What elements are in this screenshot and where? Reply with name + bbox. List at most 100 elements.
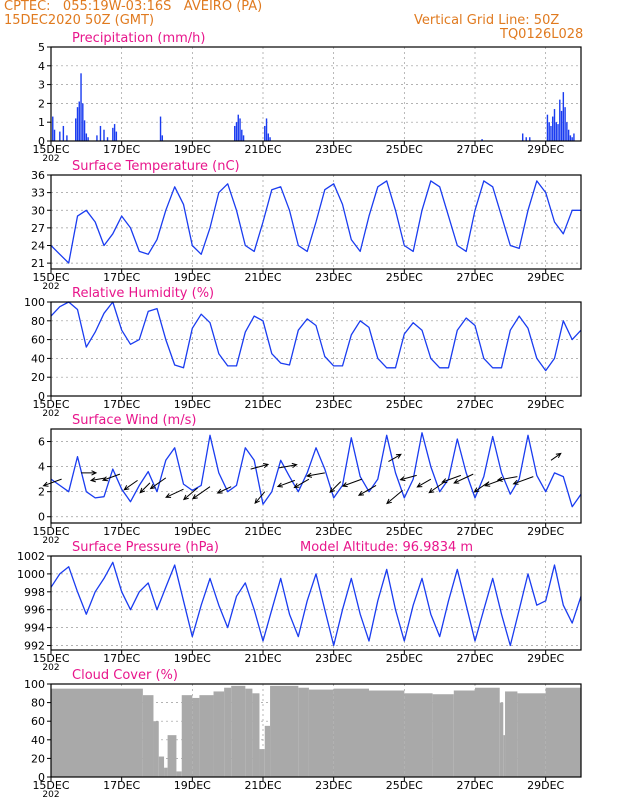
- wind-vector: [496, 476, 518, 482]
- wind-vector: [278, 462, 298, 469]
- precip-bar: [571, 137, 573, 141]
- precip-ytick-label: 5: [38, 41, 45, 54]
- pres-ytick-label: 994: [24, 622, 45, 635]
- temp-line: [50, 180, 581, 264]
- wind-vector: [250, 463, 270, 470]
- rh-title: Relative Humidity (%): [72, 286, 214, 301]
- precip-frame: [50, 46, 582, 142]
- cloud-bar: [199, 695, 214, 777]
- rh-xtick-label: 21DEC: [244, 398, 281, 411]
- precip-xtick-label: 17DEC: [103, 143, 140, 156]
- temp-xtick-label: 15DEC: [32, 271, 69, 284]
- precip-bar: [53, 129, 56, 141]
- precip-bar: [521, 133, 524, 141]
- rh-xtick-label: 15DEC: [32, 398, 69, 411]
- cloud-bar: [503, 735, 506, 777]
- precip-bar: [115, 131, 118, 141]
- precip-bar: [239, 118, 241, 141]
- wind-vector: [149, 477, 167, 490]
- pres-frame: [50, 555, 582, 651]
- precip-bar: [560, 110, 563, 141]
- precip-bar: [103, 129, 105, 141]
- precip-bar: [566, 122, 568, 141]
- precip-xtick-label: 23DEC: [315, 143, 352, 156]
- wind-vector: [81, 470, 98, 476]
- precip-bar: [242, 135, 245, 141]
- rh-ytick-label: 80: [31, 315, 45, 328]
- temp-ytick-label: 27: [31, 222, 45, 235]
- temp-ytick-label: 33: [31, 187, 45, 200]
- wind-vector: [453, 473, 474, 484]
- precip-bar: [265, 118, 268, 141]
- cloud-bar: [404, 693, 433, 777]
- rh-ytick-label: 0: [38, 390, 45, 403]
- cloud-xtick-label: 25DEC: [386, 779, 423, 792]
- cloud-year-label: 202: [42, 790, 59, 800]
- cloud-xtick-label: 29DEC: [527, 779, 564, 792]
- wind-vector: [399, 474, 417, 482]
- precip-bar: [75, 118, 77, 141]
- precip-bar: [161, 135, 164, 141]
- wind-vector: [416, 478, 432, 488]
- precip-bar: [529, 137, 531, 141]
- cloud-xtick-label: 17DEC: [103, 779, 140, 792]
- wind-vector: [388, 453, 402, 463]
- cloud-panel: [47, 683, 582, 781]
- cloud-bar: [545, 687, 581, 777]
- wind-vector: [305, 472, 325, 478]
- precip-bar: [237, 114, 239, 141]
- cloud-bar: [51, 688, 143, 777]
- precip-xtick-label: 27DEC: [456, 143, 493, 156]
- precip-bar: [553, 109, 556, 141]
- temp-xtick-label: 17DEC: [103, 271, 140, 284]
- precip-bar: [82, 103, 84, 141]
- precip-ytick-label: 0: [38, 135, 45, 148]
- pres-title: Surface Pressure (hPa): [72, 540, 219, 555]
- precip-bar: [66, 135, 68, 141]
- precip-bar: [96, 135, 98, 141]
- cloud-bar: [158, 756, 165, 777]
- precip-bar: [241, 129, 243, 141]
- cloud-ytick-label: 40: [31, 734, 45, 747]
- wind-vector: [512, 476, 534, 485]
- wind-xtick-label: 25DEC: [386, 525, 423, 538]
- wind-frame: [50, 428, 582, 524]
- precip-bar: [106, 137, 109, 141]
- precip-bar: [550, 125, 552, 141]
- cloud-bar: [181, 695, 193, 777]
- wind-vector: [216, 486, 232, 494]
- temp-title: Surface Temperature (nC): [72, 159, 240, 174]
- wind-ytick-label: 2: [38, 486, 45, 499]
- wind-vector: [357, 484, 377, 496]
- pres-xtick-label: 21DEC: [244, 652, 281, 665]
- cloud-bar: [505, 691, 518, 777]
- precip-bar: [559, 99, 561, 141]
- rh-line: [50, 301, 582, 372]
- pres-xtick-label: 15DEC: [32, 652, 69, 665]
- rh-xtick-label: 29DEC: [527, 398, 564, 411]
- precip-bar: [83, 120, 86, 141]
- precip-bar: [573, 133, 575, 141]
- pres-xtick-label: 19DEC: [174, 652, 211, 665]
- header-grid-note: Vertical Grid Line: 50Z: [414, 13, 560, 28]
- precip-xtick-label: 15DEC: [32, 143, 69, 156]
- wind-xtick-label: 17DEC: [103, 525, 140, 538]
- wind-ytick-label: 6: [38, 436, 45, 449]
- wind-xtick-label: 19DEC: [174, 525, 211, 538]
- temp-ytick-label: 24: [31, 240, 45, 253]
- wind-vector: [441, 474, 462, 484]
- precip-bar: [546, 114, 549, 141]
- wind-xtick-label: 29DEC: [527, 525, 564, 538]
- cloud-bar: [333, 688, 369, 777]
- cloud-bar: [245, 688, 253, 777]
- precip-bar: [264, 125, 266, 141]
- precip-bar: [234, 125, 236, 141]
- cloud-bar: [432, 694, 454, 777]
- temp-xtick-label: 25DEC: [386, 271, 423, 284]
- precip-bar: [555, 122, 557, 141]
- precip-bar: [59, 131, 61, 141]
- precip-bar: [567, 129, 570, 141]
- temp-ytick-label: 21: [31, 257, 45, 270]
- pres-ytick-label: 996: [24, 604, 45, 617]
